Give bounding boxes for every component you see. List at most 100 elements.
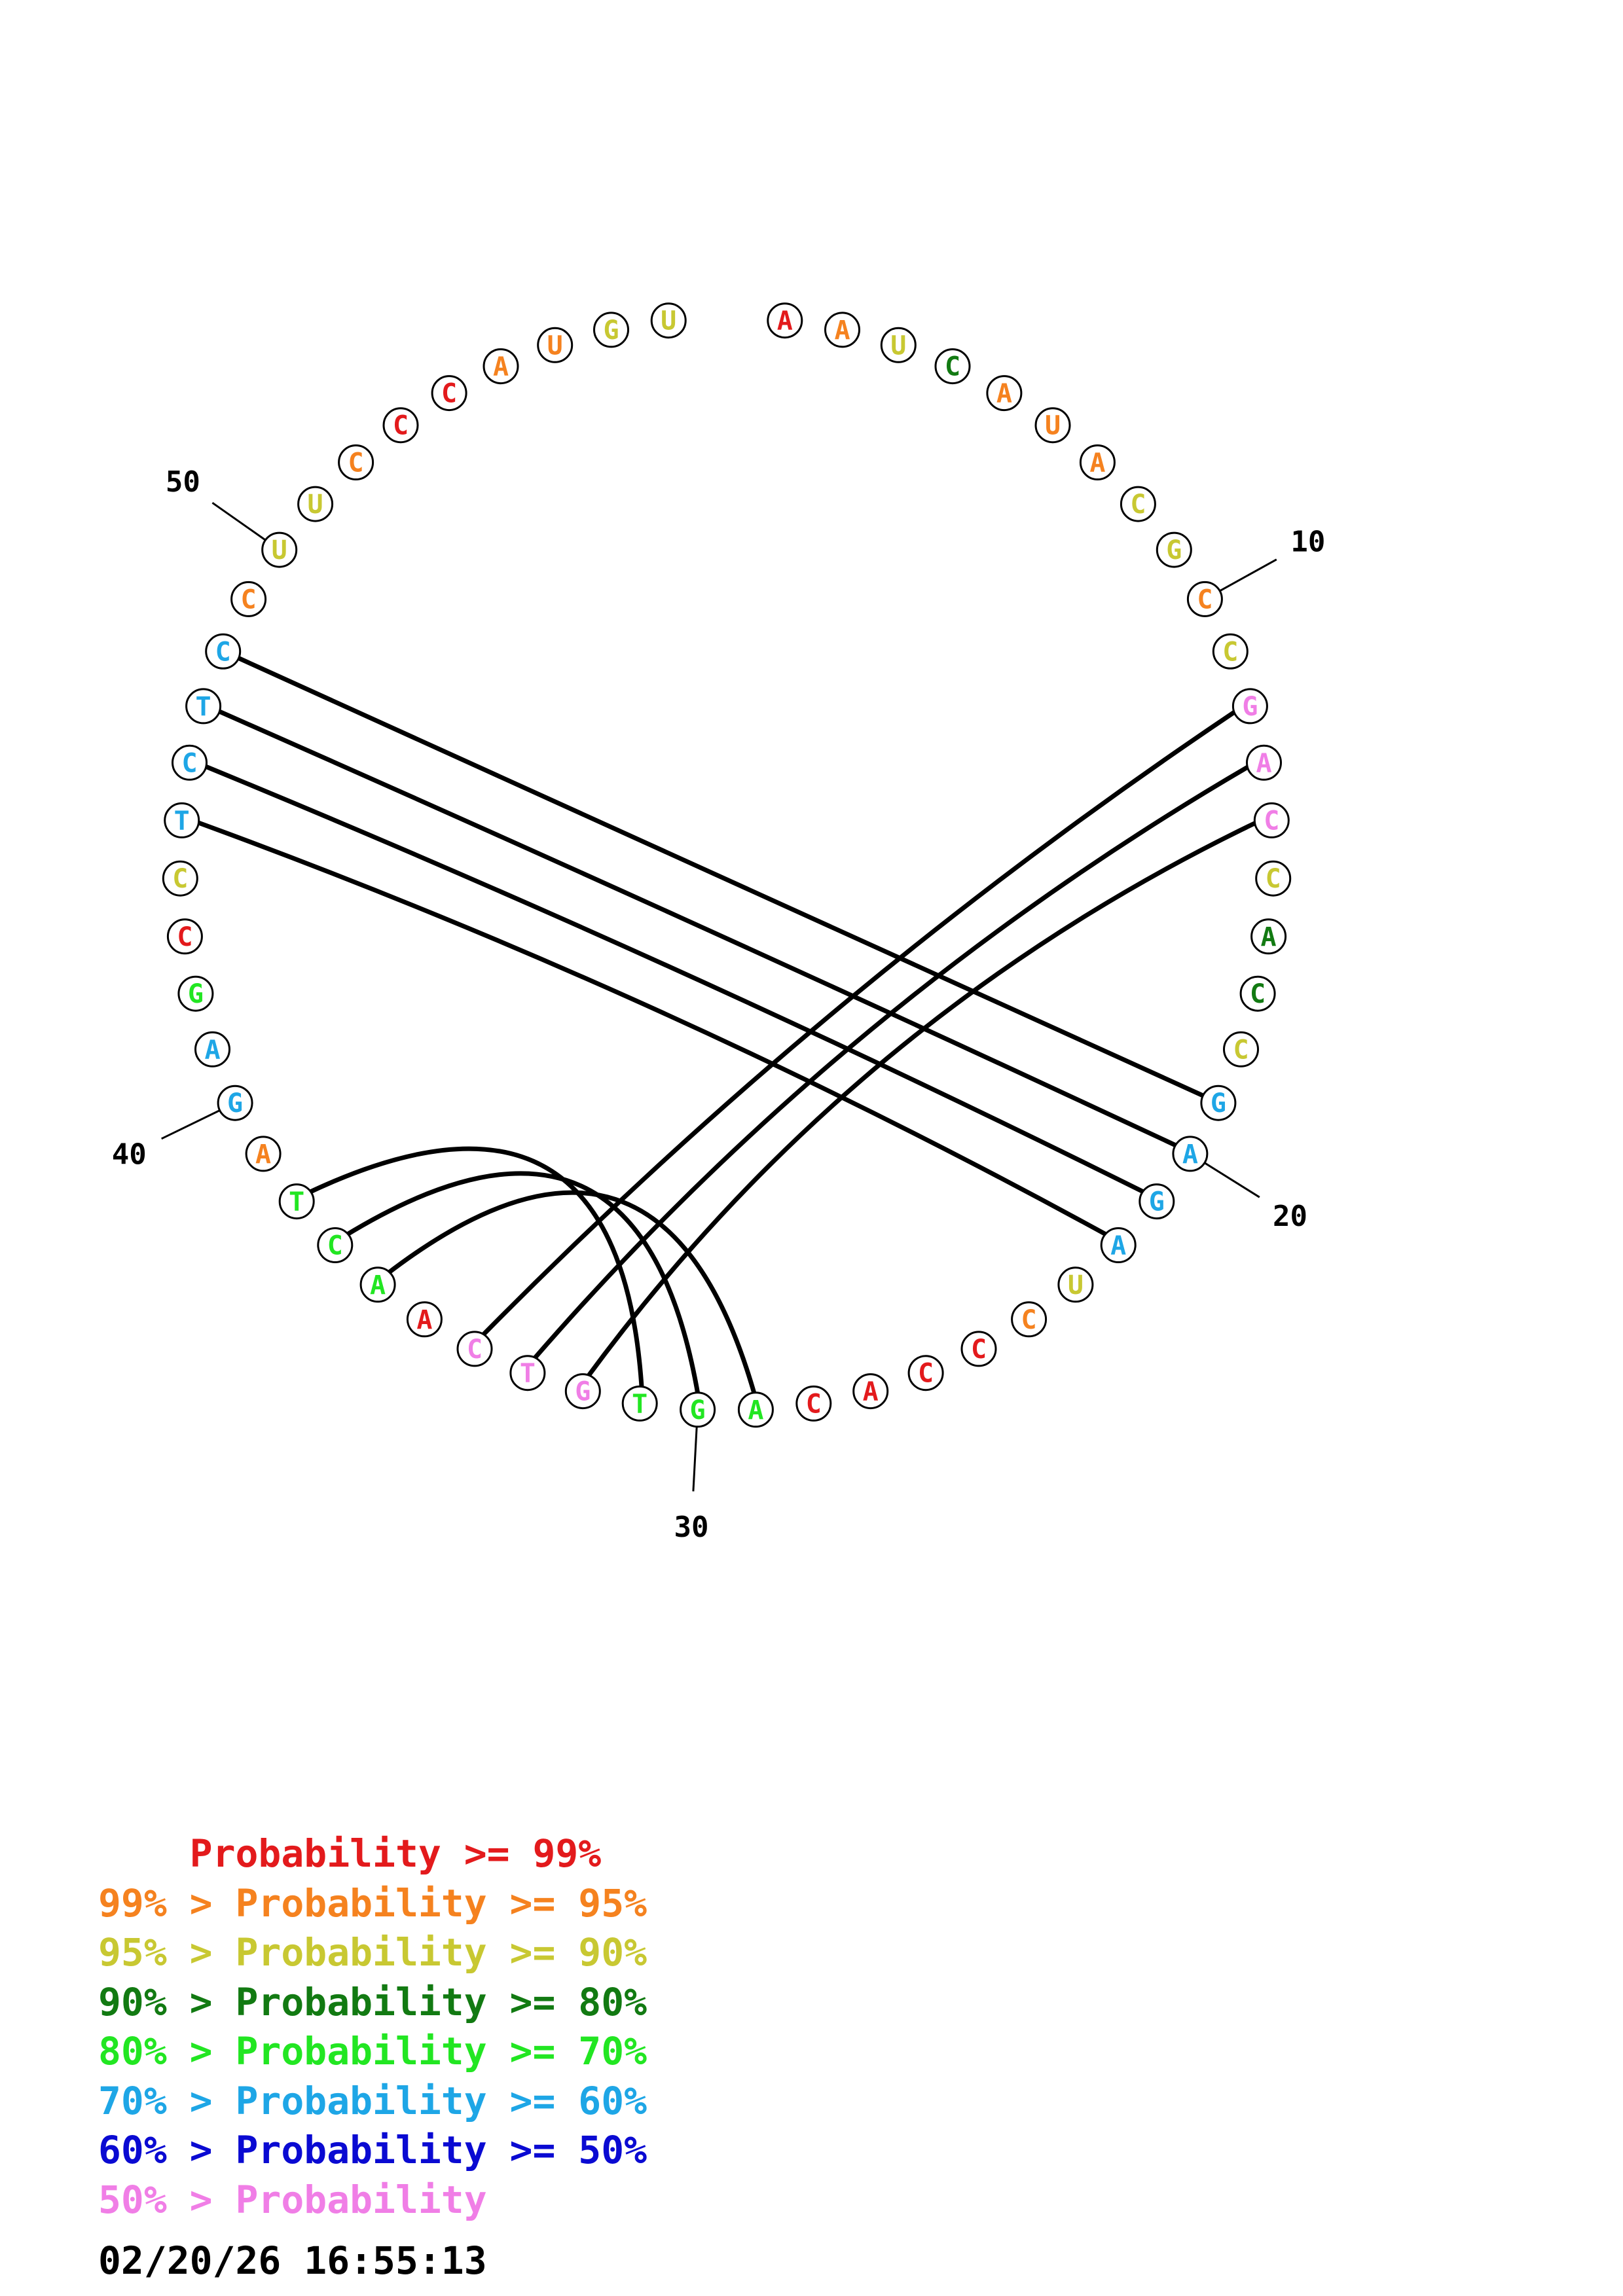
position-ticks: 10 20 30 40 50 [112,465,1326,1544]
nucleotide-circle [880,327,917,363]
nucleotide-circle [1253,802,1290,838]
nucleotide-circle [737,1391,774,1428]
nucleotide-circle [986,375,1023,412]
nucleotide: G [593,312,629,348]
nucleotide-circle [1200,1085,1237,1121]
nucleotide: A [1250,918,1287,955]
nucleotide-circle [1223,1031,1259,1067]
nucleotide: C [795,1385,832,1422]
nucleotide-letter: C [177,922,192,952]
nucleotide: T [621,1385,658,1422]
base-pair-arcs [192,654,1261,1399]
nucleotide-letter: T [289,1187,304,1217]
nucleotide: A [767,302,803,339]
nucleotide: C [205,633,242,670]
nucleotide-circle [1100,1227,1137,1263]
nucleotide-circle [1011,1301,1048,1338]
nucleotide: C [934,348,971,385]
nucleotide-circle [795,1385,832,1422]
nucleotide-circle [261,531,298,568]
nucleotide-letter: U [308,490,323,520]
nucleotide-letter: G [1149,1187,1165,1217]
nucleotide-circle [621,1385,658,1422]
base-pair-arc [342,1171,701,1399]
nucleotide-circle [650,302,687,339]
nucleotide: A [245,1136,282,1172]
nucleotide-circle [537,327,574,363]
nucleotide-letter: C [1130,490,1146,520]
legend-entry: 50% > Probability [98,2177,487,2222]
nucleotide-letter: A [493,352,509,382]
nucleotide-letter: G [1166,535,1182,565]
nucleotide: A [1172,1136,1209,1172]
nucleotide-letter: C [1021,1305,1037,1335]
nucleotide-circle [1139,1183,1175,1220]
nucleotide: U [297,486,334,522]
nucleotide: C [172,744,208,781]
nucleotide-letter: U [1068,1270,1084,1300]
nucleotide-circle [1034,407,1071,444]
nucleotide-letter: G [690,1395,706,1426]
nucleotide-circle [217,1085,253,1121]
nucleotide: C [1239,975,1276,1012]
nucleotide-letter: A [1261,922,1277,952]
nucleotide: T [185,688,222,725]
nucleotide: A [1246,744,1282,781]
base-pair-arc [232,654,1209,1100]
base-pair-arc [478,708,1240,1340]
nucleotide: C [1212,633,1249,670]
nucleotide-circle [278,1183,315,1220]
tick-line [211,501,266,541]
nucleotide-letter: G [1242,692,1258,722]
nucleotide-letter: G [188,979,204,1009]
nucleotide: T [509,1355,546,1391]
nucleotide: T [164,802,200,838]
tick-line [1204,1162,1260,1198]
nucleotide-letter: C [441,379,457,409]
nucleotide: A [1100,1227,1137,1263]
nucleotide-circle [960,1331,997,1367]
nucleotide: A [986,375,1023,412]
nucleotide-letter: A [748,1395,763,1426]
tick-label: 40 [112,1138,147,1171]
nucleotide-circle [230,581,267,617]
legend-entry: 60% > Probability >= 50% [98,2128,647,2172]
nucleotide: G [680,1391,716,1428]
nucleotide-letter: C [945,352,960,382]
base-pair-arc [384,1190,757,1399]
nucleotide-circle [593,312,629,348]
nucleotide-circle [245,1136,282,1172]
nucleotide-letter: C [918,1359,934,1389]
nucleotide-letter: A [1089,448,1105,478]
nucleotide-letter: A [863,1377,879,1407]
nucleotide-letter: C [1222,637,1238,667]
nucleotide-letter: A [416,1305,432,1335]
nucleotide-circle [509,1355,546,1391]
nucleotide: C [1186,581,1223,617]
legend-entry: 90% > Probability >= 80% [98,1979,647,2024]
nucleotide-letter: C [172,864,188,894]
nucleotide-circle [164,802,200,838]
nucleotide-ring: A AUCAUACGCCGACCACCGAGAUCCCACAGTGTCAACTAG… [162,302,1292,1428]
nucleotide-circle [166,918,203,955]
nucleotide-circle [483,348,519,385]
tick-label: 20 [1273,1200,1307,1233]
nucleotide: C [1253,802,1290,838]
nucleotide-letter: C [393,411,409,441]
nucleotide-letter: A [1182,1139,1198,1170]
nucleotide: C [431,375,467,412]
nucleotide: U [261,531,298,568]
legend-entry: 70% > Probability >= 60% [98,2078,647,2123]
nucleotide-circle [338,444,374,480]
nucleotide-letter: C [1250,979,1266,1009]
nucleotide-letter: C [181,748,197,778]
nucleotide-circle [1186,581,1223,617]
nucleotide: G [177,975,214,1012]
nucleotide-circle [1212,633,1249,670]
nucleotide-circle [1231,688,1268,725]
tick-label: 10 [1290,526,1325,559]
nucleotide: A [737,1391,774,1428]
nucleotide-circle [162,860,198,897]
nucleotide: C [162,860,198,897]
